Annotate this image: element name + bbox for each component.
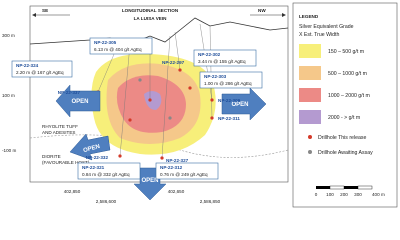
direction-arrowhead <box>282 13 286 17</box>
callout-result: 2.20 m @ 167 g/t AgEq <box>16 70 64 75</box>
legend-label: 2000 - > g/t m <box>328 115 360 121</box>
drillhole-label: NP-22-309 <box>218 98 241 103</box>
callout-result: 3.44 m @ 155 g/t AgEq <box>198 59 246 64</box>
legend-label: Drillhole Awaiting Assay <box>318 150 373 156</box>
scale-label: 300 <box>354 192 362 197</box>
callout: NP-22-303 1.00 m @ 286 g/t AgEq <box>199 71 263 89</box>
legend-swatch <box>299 44 321 58</box>
callout-id: NP-22-324 <box>16 63 39 68</box>
legend-label: 500 – 1000 g/t m <box>328 71 367 77</box>
elevation-label: 300 m <box>2 33 15 38</box>
coordinate-label: 402,650 <box>168 189 185 194</box>
section-subtitle: LA LUISA VEIN <box>134 16 168 21</box>
legend-title: LEGEND <box>299 14 319 19</box>
open-label: OPEN <box>231 102 248 108</box>
grade-zone-2000 <box>144 91 162 110</box>
callout-id: NP-22-321 <box>82 165 105 170</box>
callout-id: NP-22-305 <box>94 40 117 45</box>
callout: NP-22-302 3.44 m @ 155 g/t AgEq <box>193 49 257 67</box>
scale-label: 200 <box>340 192 348 197</box>
legend-swatch <box>299 88 321 102</box>
open-label: OPEN <box>141 178 158 184</box>
legend-swatch <box>299 110 321 124</box>
callout-id: NP-22-302 <box>198 52 221 57</box>
legend-label: 1000 – 2000 g/t m <box>328 93 370 99</box>
open-arrow <box>221 87 267 121</box>
elevation-label: 100 m <box>2 93 15 98</box>
elevation-label: -100 m <box>2 148 16 153</box>
callout-id: NP-22-312 <box>160 165 183 170</box>
open-arrow <box>69 133 111 161</box>
legend-label: Drillhole This release <box>318 135 366 141</box>
open-label: OPEN <box>71 99 88 105</box>
legend-box <box>292 2 398 208</box>
direction-arrowhead <box>32 13 36 17</box>
drillhole-label: NP-22-297 <box>162 60 185 65</box>
legend-subtitle: X Est. True Width <box>299 32 339 38</box>
callout: NP-22-324 2.20 m @ 167 g/t AgEq <box>11 60 73 78</box>
coordinate-label: 402,850 <box>64 189 81 194</box>
callout-result: 0.76 m @ 249 g/t AgEq <box>160 172 208 177</box>
callout: NP-22-312 0.76 m @ 249 g/t AgEq <box>155 162 219 180</box>
lithology-label: (FAVOURABLE HOST) <box>42 160 90 165</box>
scale-label: 400 m <box>372 192 385 197</box>
scale-label: 0 <box>315 192 318 197</box>
callout-result: 0.84 m @ 332 g/t AgEq <box>82 172 130 177</box>
callout-id: NP-22-303 <box>204 74 227 79</box>
drillhole-label: NP-22-311 <box>218 116 240 121</box>
callout-result: 1.00 m @ 286 g/t AgEq <box>204 81 252 86</box>
legend-swatch <box>299 66 321 80</box>
callout-result: 6.13 m @ 404 g/t AgEq <box>94 47 142 52</box>
open-arrow <box>55 84 101 118</box>
drillhole-label: NP-22-327 <box>166 158 189 163</box>
legend-label: 150 – 500 g/t m <box>328 49 364 55</box>
callout: NP-22-321 0.84 m @ 332 g/t AgEq <box>77 162 141 180</box>
coordinate-label: 2,586,850 <box>200 199 221 204</box>
drillhole-label: NP-22-337 <box>58 90 81 95</box>
lithology-label: RHYOLITE TUFF <box>42 124 78 129</box>
drillhole-label: NP-22-332 <box>86 155 109 160</box>
lithology-label: DIORITE <box>42 154 61 159</box>
legend-subtitle: Silver Equivalent Grade <box>299 24 354 30</box>
coordinate-label: 2,586,600 <box>96 199 117 204</box>
direction-label: NW <box>258 8 266 13</box>
scale-bar <box>316 185 373 190</box>
legend-symbol <box>308 150 312 154</box>
direction-label: SE <box>42 8 48 13</box>
legend-symbol <box>308 135 312 139</box>
callout: NP-22-305 6.13 m @ 404 g/t AgEq <box>89 37 153 55</box>
section-title: LONGITUDINAL SECTION <box>122 8 179 13</box>
section-figure: SE NW LONGITUDINAL SECTION LA LUISA VEIN… <box>2 2 398 208</box>
lithology-label: AND ADESITES <box>42 130 75 135</box>
open-label: OPEN <box>83 144 101 154</box>
scale-label: 100 <box>326 192 334 197</box>
